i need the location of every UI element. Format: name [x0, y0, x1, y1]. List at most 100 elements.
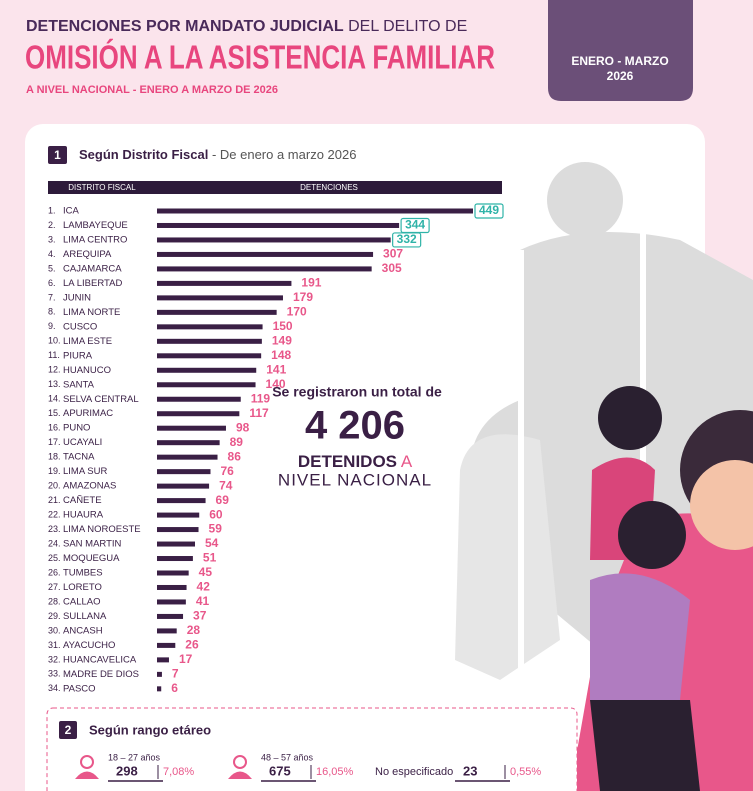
category-label: CALLAO	[63, 596, 101, 607]
rank: 3.	[48, 234, 56, 244]
label-box	[392, 232, 422, 248]
rank: 33.	[48, 669, 61, 679]
category-label: LIMA ESTE	[63, 336, 112, 347]
value-label: 59	[209, 522, 223, 536]
rank: 4.	[48, 249, 56, 259]
rank: 8.	[48, 307, 56, 317]
section-badge	[59, 721, 77, 739]
rank: 18.	[48, 452, 61, 462]
rank: 34.	[48, 683, 61, 693]
rank: 16.	[48, 423, 61, 433]
age-count: 675	[269, 763, 291, 778]
rank: 30.	[48, 625, 61, 635]
rank: 11.	[48, 350, 60, 360]
rank: 6.	[48, 278, 56, 288]
category-label: TUMBES	[63, 568, 103, 579]
value-label: 332	[397, 232, 417, 246]
rank: 19.	[48, 466, 61, 476]
value-label: 305	[382, 261, 402, 275]
period-box	[548, 0, 693, 101]
section-title: Según Distrito Fiscal - De enero a marzo…	[79, 147, 356, 162]
bar	[157, 671, 162, 677]
value-label: 150	[273, 319, 293, 333]
headline: OMISIÓN A LA ASISTENCIA FAMILIAR	[25, 39, 495, 76]
bar	[157, 382, 256, 388]
category-label: HUAURA	[63, 510, 104, 521]
rank: 10.	[48, 336, 61, 346]
rank: 5.	[48, 263, 56, 273]
bar	[157, 266, 372, 272]
category-label: SAN MARTIN	[63, 539, 122, 550]
value-label: 17	[179, 652, 193, 666]
title-bold: DETENCIONES POR MANDATO JUDICIAL	[26, 18, 344, 35]
rank: 23.	[48, 524, 61, 534]
category-label: AYACUCHO	[63, 640, 115, 651]
value-label: 191	[301, 276, 321, 290]
category-label: MOQUEGUA	[63, 553, 120, 564]
bar	[157, 454, 218, 460]
summary-total: 4 206	[305, 404, 405, 448]
value-label: 98	[236, 420, 250, 434]
category-label: ANCASH	[63, 625, 103, 636]
rank: 12.	[48, 365, 61, 375]
bar	[157, 498, 206, 504]
value-label: 60	[209, 507, 223, 521]
category-label: SELVA CENTRAL	[63, 394, 139, 405]
category-label: LAMBAYEQUE	[63, 220, 128, 231]
rank: 9.	[48, 321, 56, 331]
value-label: 141	[266, 362, 286, 376]
rank: 15.	[48, 408, 61, 418]
category-label: PIURA	[63, 350, 93, 361]
category-label: PASCO	[63, 683, 96, 694]
category-label: LA LIBERTAD	[63, 278, 122, 289]
bar	[157, 280, 292, 286]
period: ENERO - MARZO	[571, 54, 668, 68]
person-icon	[228, 771, 252, 779]
category-label: LIMA NOROESTE	[63, 524, 141, 535]
value-label: 69	[216, 493, 230, 507]
age-count: 23	[463, 763, 477, 778]
value-label: 179	[293, 290, 313, 304]
value-label: 119	[251, 391, 271, 405]
rank: 29.	[48, 611, 61, 621]
title: DETENCIONES POR MANDATO JUDICIAL DEL DEL…	[26, 18, 467, 35]
rank: 22.	[48, 509, 61, 519]
person-icon	[80, 755, 94, 769]
bar	[157, 411, 240, 417]
value-label: 7	[172, 667, 179, 681]
section-title: Según rango etáreo	[89, 722, 211, 737]
bar	[157, 222, 400, 228]
illustration	[455, 162, 753, 791]
category-label: APURIMAC	[63, 408, 113, 419]
summary-line: NIVEL NACIONAL	[278, 470, 432, 489]
category-label: LIMA NORTE	[63, 307, 120, 318]
period: 2026	[607, 69, 634, 83]
bar-chart: 1. ICA 449 2. LAMBAYEQUE 344 3. LIMA CENTRO 332 4…	[48, 203, 504, 695]
rank: 24.	[48, 538, 61, 548]
bar	[157, 469, 211, 475]
age-label: 18 – 27 años	[108, 752, 161, 762]
age-label: No especificado	[375, 766, 453, 778]
category-label: HUANUCO	[63, 365, 111, 376]
value-label: 45	[199, 565, 213, 579]
category-label: LIMA CENTRO	[63, 234, 127, 245]
rank: 25.	[48, 553, 61, 563]
category-label: JUNIN	[63, 292, 91, 303]
category-label: LIMA SUR	[63, 466, 107, 477]
value-label: 344	[405, 218, 425, 232]
rank: 32.	[48, 654, 61, 664]
value-label: 170	[287, 305, 307, 319]
rank: 17.	[48, 437, 61, 447]
rank: 7.	[48, 292, 56, 302]
value-label: 28	[187, 623, 201, 637]
category-label: SANTA	[63, 379, 95, 390]
value-label: 41	[196, 594, 210, 608]
summary-intro: Se registraron un total de	[272, 384, 442, 400]
table-header	[48, 181, 502, 194]
rank: 14.	[48, 394, 61, 404]
category-label: CUSCO	[63, 321, 97, 332]
bar	[157, 208, 473, 214]
category-label: AMAZONAS	[63, 481, 116, 492]
rank: 13.	[48, 379, 61, 389]
